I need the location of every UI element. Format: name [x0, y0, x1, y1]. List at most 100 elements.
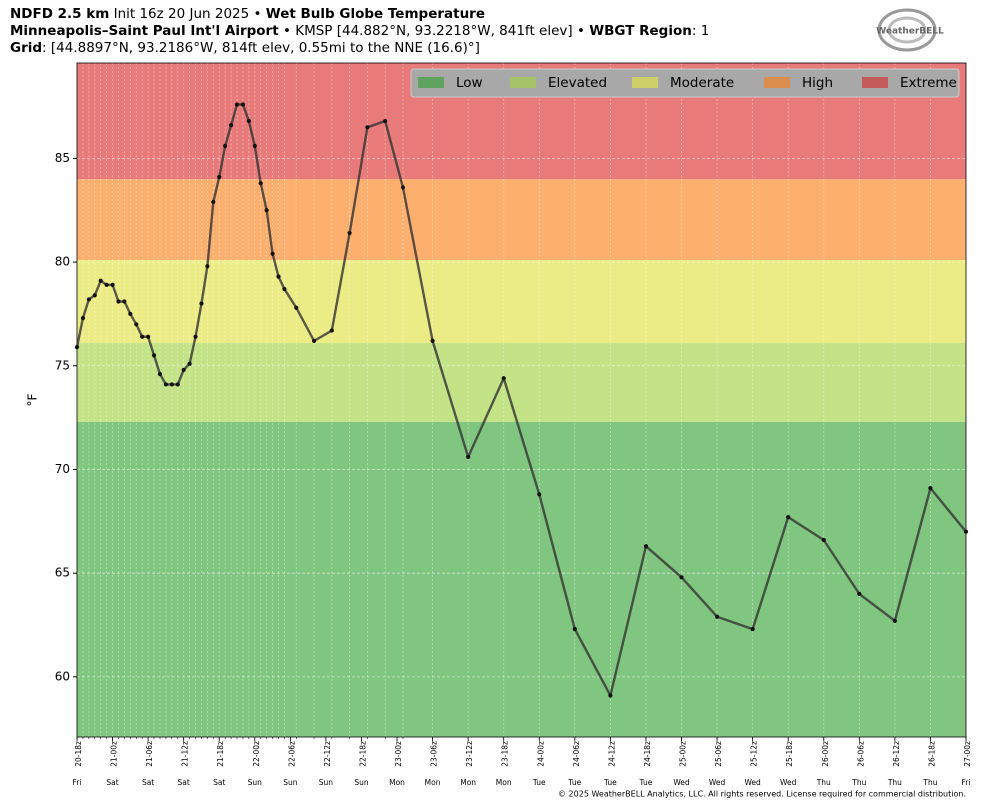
data-point: [228, 123, 234, 128]
data-point: [821, 537, 826, 543]
header-text: : 1: [691, 23, 710, 39]
data-point: [122, 299, 127, 304]
data-point: [430, 338, 435, 343]
x-day-label: Mon: [389, 778, 405, 787]
footer: © 2025 WeatherBELL Analytics, LLC. All r…: [558, 790, 966, 799]
data-point: [537, 492, 542, 497]
data-point: [276, 274, 281, 279]
data-point: [294, 305, 299, 310]
data-point: [175, 382, 180, 387]
x-day-label: Tue: [567, 778, 581, 787]
data-point: [383, 118, 388, 124]
data-point: [223, 143, 228, 149]
x-tick-label: 20-18z: [74, 741, 83, 767]
data-point: [365, 125, 370, 130]
x-day-label: Fri: [73, 778, 82, 787]
legend-swatch: [862, 77, 888, 88]
header-line: Grid: [44.8897°N, 93.2186°W, 814ft elev,…: [10, 40, 709, 57]
legend-label: Low: [456, 75, 483, 91]
header-text: Minneapolis–Saint Paul Int'l Airport: [10, 23, 279, 39]
x-day-label: Wed: [709, 778, 726, 787]
data-point: [140, 334, 145, 339]
x-tick-label: 24-12z: [607, 741, 616, 767]
header: NDFD 2.5 km Init 16z 20 Jun 2025 • Wet B…: [10, 6, 709, 57]
data-point: [643, 544, 649, 549]
x-day-label: Sat: [142, 778, 154, 787]
legend-label: Elevated: [548, 75, 607, 91]
header-text: • KMSP [44.882°N, 93.2218°W, 841ft elev]…: [278, 23, 590, 39]
x-tick-label: 25-00z: [679, 741, 688, 767]
logo-swirl: [877, 8, 937, 52]
x-tick-label: 26-18z: [927, 741, 936, 767]
y-tick-label: 70: [55, 462, 70, 476]
data-point: [211, 199, 216, 205]
legend-swatch: [510, 77, 536, 88]
x-tick-label: 21-18z: [216, 741, 225, 767]
data-point: [116, 299, 121, 304]
header-text: Wet Bulb Globe Temperature: [265, 6, 485, 22]
x-tick-label: 23-18z: [501, 741, 510, 767]
data-point: [104, 282, 109, 288]
x-day-label: Tue: [639, 778, 653, 787]
x-day-label: Wed: [673, 778, 690, 787]
x-tick-label: 26-06z: [856, 741, 865, 767]
y-tick-label: 85: [55, 151, 70, 165]
x-day-label: Thu: [851, 778, 866, 787]
logo-swirl: [887, 16, 927, 44]
header-line: NDFD 2.5 km Init 16z 20 Jun 2025 • Wet B…: [10, 6, 709, 23]
data-point: [181, 367, 186, 373]
header-text: : [44.8897°N, 93.2186°W, 814ft elev, 0.5…: [42, 40, 480, 56]
x-tick-label: 21-00z: [110, 741, 119, 767]
data-point: [199, 301, 204, 306]
data-point: [246, 118, 251, 124]
x-day-label: Thu: [922, 778, 937, 787]
data-point: [74, 345, 80, 350]
data-point: [151, 353, 157, 358]
data-point: [187, 361, 192, 366]
logo-text: WeatherBELL: [876, 27, 944, 37]
data-point: [169, 382, 174, 387]
legend-box: [410, 68, 960, 98]
x-tick-label: 27-00z: [963, 741, 972, 767]
x-day-label: Sat: [106, 778, 118, 787]
header-text: NDFD 2.5 km: [10, 6, 110, 22]
x-day-label: Mon: [496, 778, 512, 787]
legend-swatch: [632, 77, 658, 88]
data-point: [258, 181, 263, 186]
data-point: [163, 382, 168, 387]
x-tick-label: 21-12z: [181, 741, 190, 767]
x-tick-label: 21-06z: [145, 741, 154, 767]
data-point: [347, 230, 352, 236]
x-day-label: Tue: [532, 778, 546, 787]
data-point: [217, 174, 222, 180]
x-tick-label: 22-00z: [252, 741, 261, 767]
data-point: [240, 102, 246, 107]
legend-swatch: [764, 77, 790, 88]
data-point: [264, 208, 269, 213]
x-tick-label: 23-00z: [394, 741, 403, 767]
risk-band: [77, 342, 966, 422]
risk-band: [77, 179, 966, 261]
x-day-label: Sat: [178, 778, 190, 787]
data-point: [110, 282, 115, 288]
x-tick-label: 25-12z: [750, 741, 759, 767]
x-day-label: Mon: [425, 778, 441, 787]
data-point: [400, 185, 406, 190]
data-point: [157, 371, 163, 377]
x-day-label: Thu: [816, 778, 831, 787]
x-day-label: Sun: [354, 778, 369, 787]
legend-label: Extreme: [900, 75, 957, 91]
data-point: [80, 315, 86, 321]
data-point: [786, 515, 791, 520]
logo: WeatherBELL: [876, 8, 944, 52]
legend-label: High: [802, 75, 833, 91]
legend-swatch: [418, 77, 444, 88]
data-point: [146, 334, 151, 339]
data-point: [205, 264, 210, 269]
data-point: [98, 278, 103, 283]
y-axis-label: °F: [26, 393, 40, 406]
data-point: [234, 102, 240, 107]
data-point: [128, 311, 133, 317]
x-tick-label: 25-06z: [714, 741, 723, 767]
